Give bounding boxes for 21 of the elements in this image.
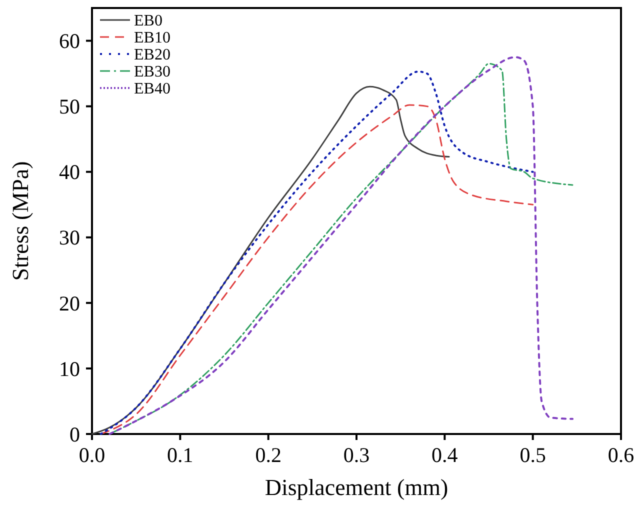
y-tick-label: 10 bbox=[59, 356, 80, 381]
legend-label: EB40 bbox=[134, 80, 170, 98]
x-tick-label: 0.0 bbox=[78, 443, 106, 467]
x-tick-label: 0.1 bbox=[167, 443, 194, 467]
y-tick-label: 60 bbox=[59, 29, 80, 54]
x-tick-label: 0.6 bbox=[608, 443, 634, 467]
legend-label: EB10 bbox=[134, 30, 170, 47]
legend-label: EB30 bbox=[134, 64, 170, 81]
y-tick-label: 40 bbox=[59, 160, 80, 184]
x-tick-label: 0.3 bbox=[343, 443, 370, 467]
y-tick-label: 0 bbox=[70, 422, 80, 446]
y-tick-label: 20 bbox=[59, 291, 80, 316]
y-axis-title: Stress (MPa) bbox=[8, 161, 33, 281]
legend-label: EB20 bbox=[134, 46, 170, 64]
y-tick-label: 50 bbox=[59, 94, 80, 119]
y-tick-label: 30 bbox=[59, 226, 80, 250]
x-axis-title: Displacement (mm) bbox=[264, 475, 448, 500]
x-tick-label: 0.4 bbox=[432, 443, 458, 467]
x-tick-label: 0.5 bbox=[520, 443, 546, 467]
legend-label: EB0 bbox=[134, 12, 162, 30]
x-tick-label: 0.2 bbox=[255, 443, 282, 467]
